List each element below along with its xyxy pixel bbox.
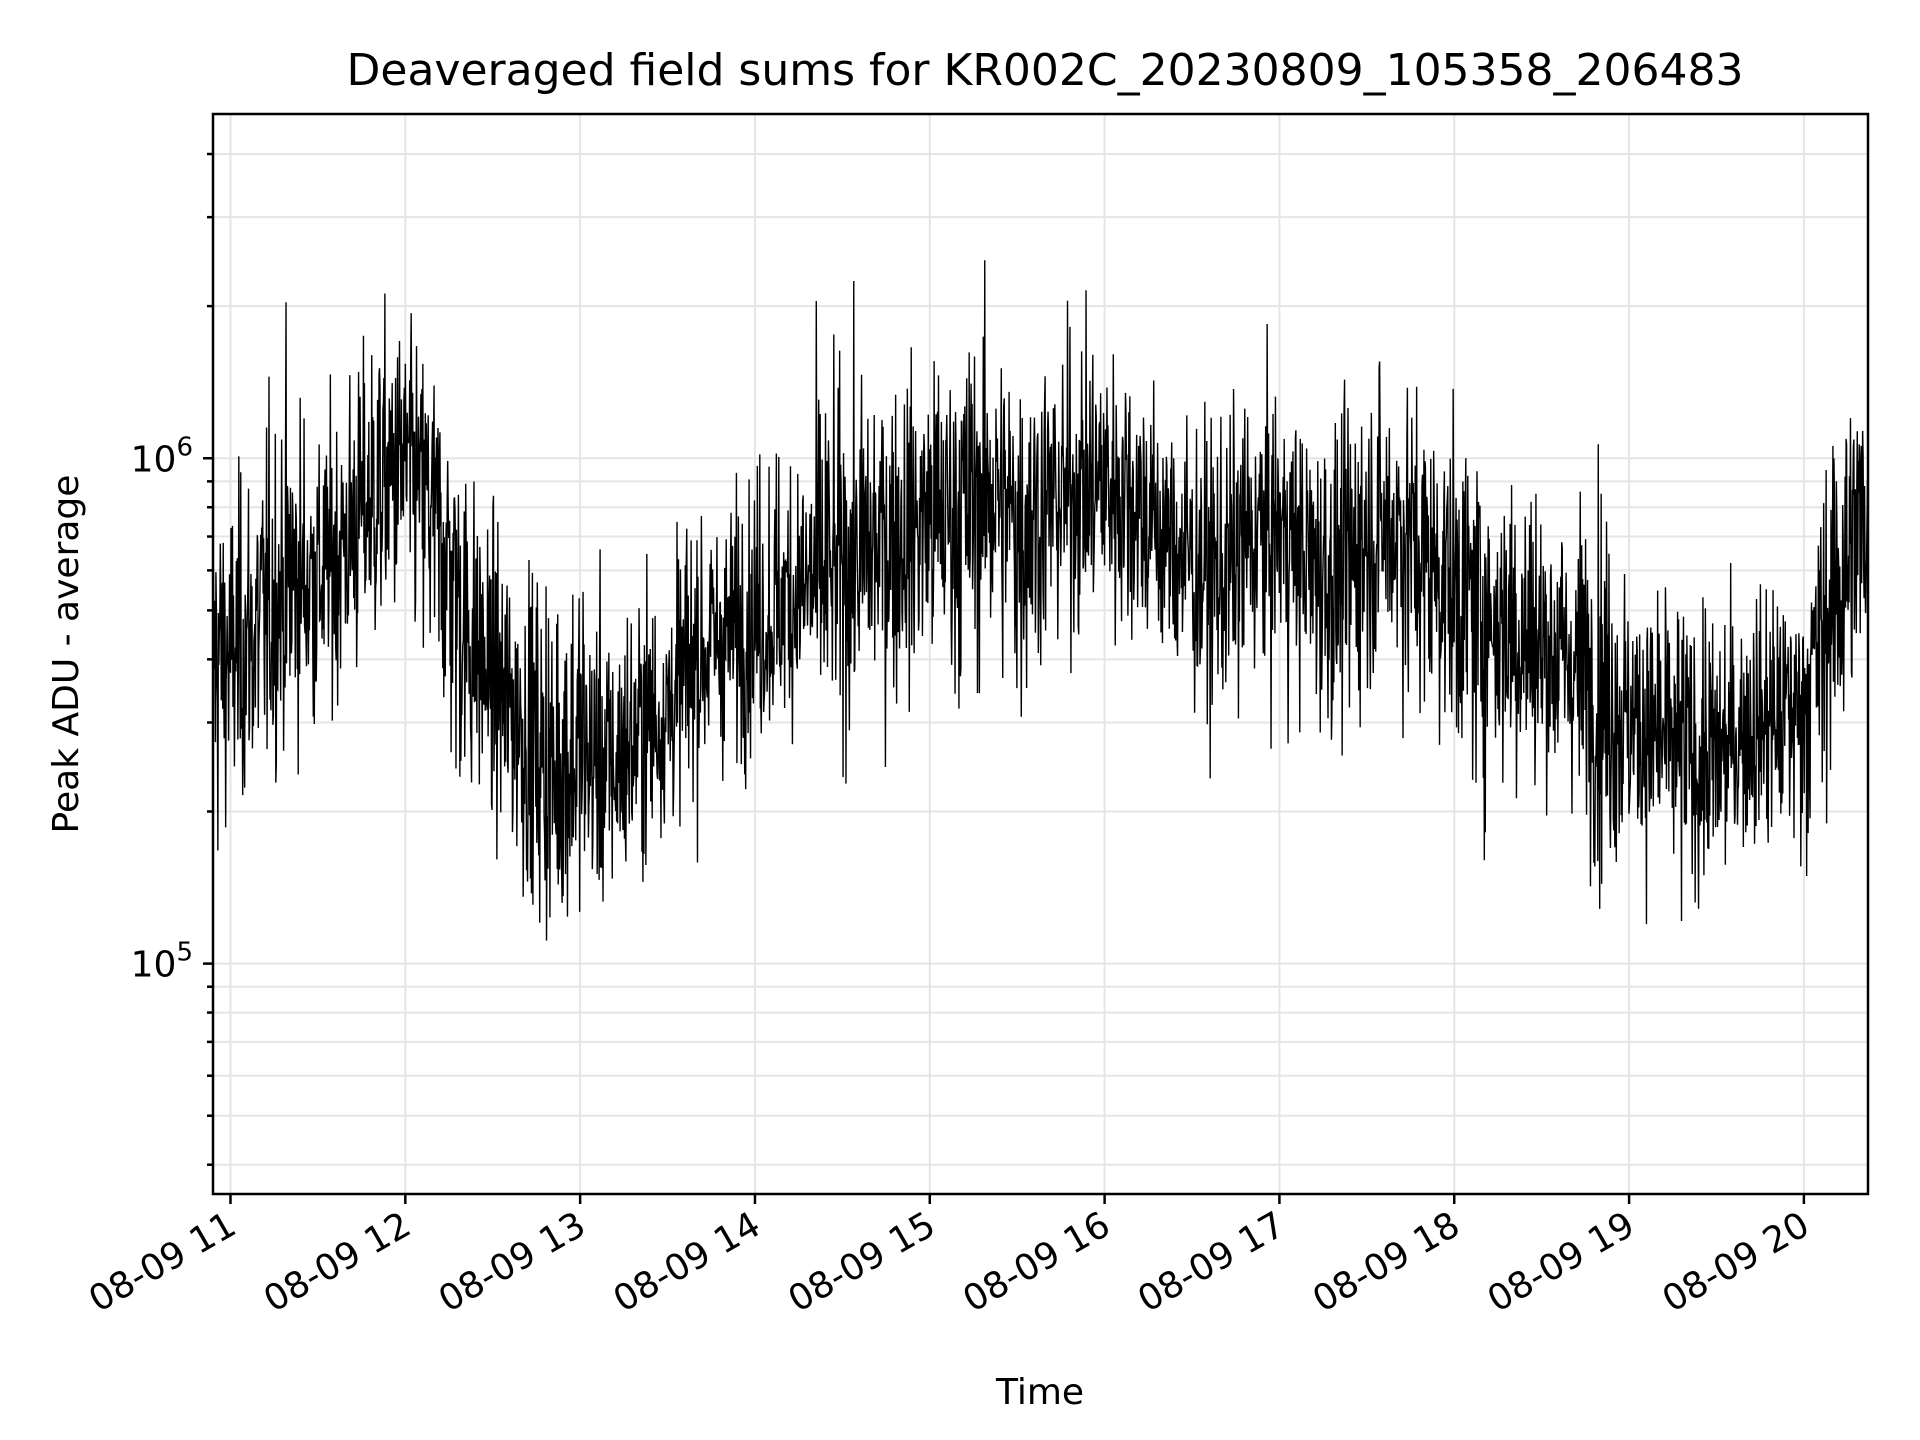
y-tick-label: 105 (131, 938, 193, 986)
x-tick-label: 08-09 20 (1656, 1204, 1817, 1320)
x-tick-label: 08-09 13 (432, 1204, 593, 1320)
series-line (212, 260, 1869, 941)
x-tick-label: 08-09 16 (956, 1204, 1117, 1320)
x-tick-label: 08-09 15 (782, 1204, 943, 1320)
x-axis-label: Time (995, 1372, 1084, 1413)
y-tick-label: 106 (131, 432, 193, 480)
y-axis-label: Peak ADU - average (46, 475, 87, 834)
plot-area (212, 260, 1869, 941)
plot-frame (211, 112, 1870, 1196)
x-tick-label: 08-09 18 (1306, 1204, 1467, 1320)
chart-title: Deaveraged field sums for KR002C_2023080… (347, 45, 1744, 96)
x-tick-label: 08-09 19 (1481, 1204, 1642, 1320)
y-axis: 105 106 (131, 152, 213, 1166)
x-axis: 08-09 11 08-09 12 08-09 13 08-09 14 08-09 15… (82, 1194, 1816, 1321)
x-tick-label: 08-09 12 (257, 1204, 418, 1320)
x-tick-label: 08-09 11 (82, 1204, 243, 1320)
x-tick-label: 08-09 17 (1131, 1204, 1292, 1320)
x-tick-label: 08-09 14 (607, 1204, 768, 1320)
